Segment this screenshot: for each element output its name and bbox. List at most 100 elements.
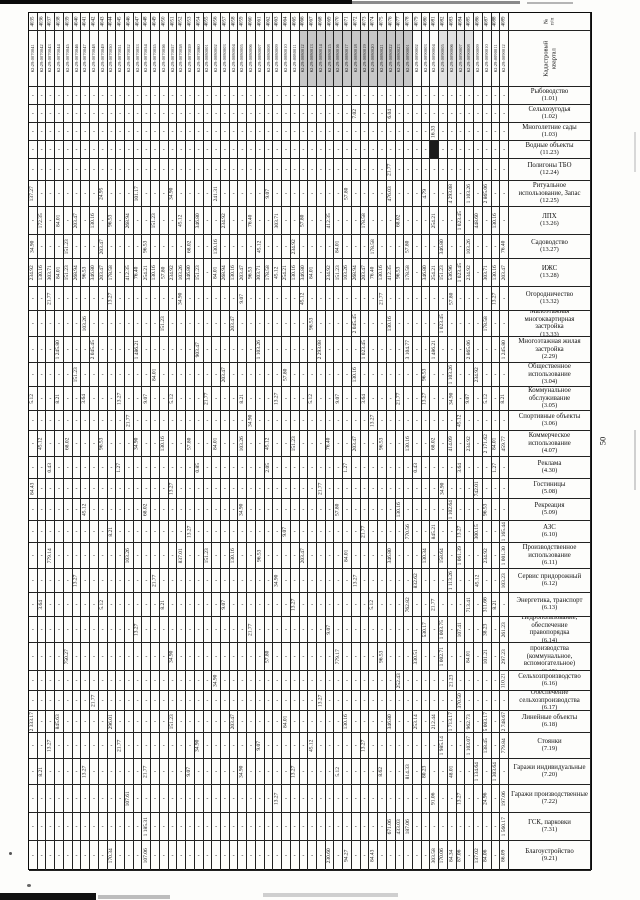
empty-cell: - [430, 287, 440, 311]
empty-cell: - [290, 141, 300, 159]
table-header-npp: № п/п [509, 13, 591, 31]
empty-cell: - [395, 105, 405, 123]
text: - [293, 823, 296, 830]
text: - [232, 795, 235, 802]
text: - [40, 320, 43, 327]
empty-cell: - [282, 387, 291, 411]
empty-cell: - [194, 521, 204, 543]
rotated-text: 346.80 [186, 264, 193, 281]
value-cell: 21.77 [151, 569, 160, 593]
empty-cell: - [290, 363, 300, 387]
empty-cell: - [299, 387, 309, 411]
text: - [284, 295, 287, 302]
empty-cell: - [55, 181, 64, 207]
rotated-text: 3 104.77 [404, 339, 411, 360]
empty-cell: - [125, 181, 134, 207]
empty-cell: - [299, 841, 309, 871]
text: - [31, 440, 34, 447]
text: - [267, 128, 270, 135]
text: - [58, 485, 61, 492]
empty-cell: - [456, 593, 466, 617]
text: - [363, 718, 366, 725]
text: - [145, 128, 148, 135]
empty-cell: - [168, 617, 178, 643]
rotated-text: 91.06 [430, 792, 437, 805]
value-cell: 346.80 [90, 259, 99, 287]
empty-cell: - [90, 733, 99, 759]
text: - [136, 243, 139, 250]
text: - [206, 146, 209, 153]
text: - [363, 371, 366, 378]
empty-cell: - [107, 457, 117, 479]
text: - [145, 146, 148, 153]
category-label-cell: Рекреация (5.09) [509, 499, 591, 521]
empty-cell: - [413, 617, 422, 643]
value-cell: 5 003.17 [482, 711, 492, 733]
empty-cell: - [386, 841, 396, 871]
text: - [337, 417, 340, 424]
rotated-text: 1 002.71 [439, 646, 446, 667]
rotated-text: 4036 [39, 16, 45, 27]
text: - [293, 852, 296, 859]
row-number-cell: 4061 [255, 13, 265, 31]
empty-cell: - [29, 813, 38, 841]
empty-cell: - [177, 311, 187, 337]
empty-cell: - [351, 387, 361, 411]
empty-cell: - [456, 105, 466, 123]
text: - [250, 742, 253, 749]
empty-cell: - [238, 479, 248, 499]
empty-cell: - [465, 617, 475, 643]
empty-cell: - [491, 733, 501, 759]
text: - [206, 577, 209, 584]
empty-cell: - [334, 105, 344, 123]
empty-cell: - [317, 431, 326, 457]
rotated-text: 130.16 [212, 238, 219, 255]
empty-cell: - [369, 123, 379, 141]
empty-cell: - [55, 569, 64, 593]
empty-cell: - [456, 733, 466, 759]
text: - [415, 528, 418, 535]
rotated-text: 4042 [91, 16, 97, 27]
rotated-text: 130.16 [491, 212, 498, 229]
empty-cell: - [107, 479, 117, 499]
value-cell: 268.94 [125, 207, 134, 235]
value-cell: 742.01 [474, 479, 483, 499]
text: - [450, 320, 453, 327]
text: - [188, 346, 191, 353]
empty-cell: - [334, 785, 344, 813]
empty-cell: - [474, 337, 483, 363]
empty-cell: - [186, 311, 195, 337]
empty-cell: - [63, 733, 73, 759]
empty-cell: - [317, 235, 326, 259]
empty-cell: - [255, 87, 265, 105]
empty-cell: - [186, 617, 195, 643]
value-cell: 9.07 [221, 593, 230, 617]
empty-cell: - [46, 387, 56, 411]
text: - [162, 852, 165, 859]
text: - [328, 128, 331, 135]
empty-cell: - [72, 411, 82, 431]
rotated-text: 130.16 [395, 501, 402, 518]
empty-cell: - [325, 711, 335, 733]
empty-cell: - [404, 363, 413, 387]
row-number-cell: 4036 [37, 13, 47, 31]
empty-cell: - [90, 457, 99, 479]
row-number-cell: 4035 [29, 13, 38, 31]
row-number-cell: 4045 [116, 13, 125, 31]
empty-cell: - [317, 671, 326, 691]
value-cell: 151.23 [159, 311, 169, 337]
text: - [162, 371, 165, 378]
text: - [206, 92, 209, 99]
empty-cell: - [221, 387, 230, 411]
text: - [110, 346, 113, 353]
value-cell: 13.27 [81, 759, 91, 785]
empty-cell: - [273, 141, 283, 159]
empty-cell: - [255, 785, 265, 813]
text: - [162, 552, 165, 559]
text: - [276, 346, 279, 353]
value-cell: 9.07 [238, 287, 248, 311]
text: - [101, 768, 104, 775]
text: - [346, 601, 349, 608]
value-cell: 96.53 [378, 643, 387, 671]
rotated-text: 21.77 [90, 694, 97, 707]
